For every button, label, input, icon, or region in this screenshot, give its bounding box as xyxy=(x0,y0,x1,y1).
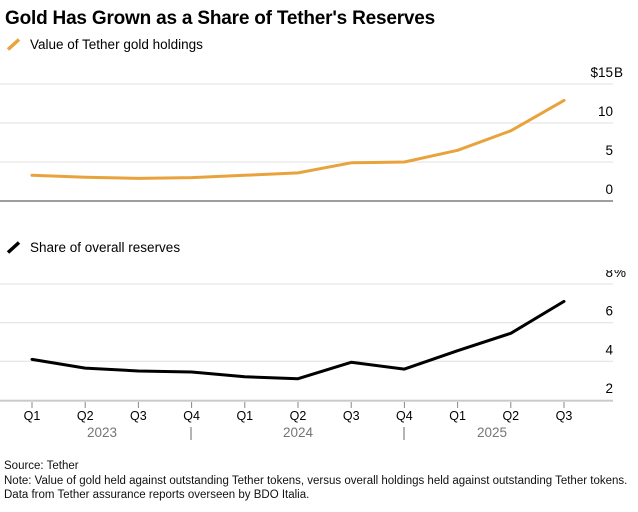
source-text: Source: Tether xyxy=(4,460,79,472)
year-separator: | xyxy=(189,425,193,440)
x-tick-label: Q4 xyxy=(396,409,413,423)
y-axis-label: 5 xyxy=(605,143,613,158)
x-tick-label: Q3 xyxy=(343,409,360,423)
legend-reserve-share-label: Share of overall reserves xyxy=(30,239,181,255)
x-tick-label: Q4 xyxy=(183,409,200,423)
year-label: 2024 xyxy=(283,425,314,440)
y-axis-unit: B xyxy=(614,65,623,80)
y-axis-unit: % xyxy=(614,270,626,280)
legend-reserve-share: Share of overall reserves xyxy=(5,239,180,255)
black-slash-icon xyxy=(6,240,21,254)
x-tick-label: Q2 xyxy=(77,409,94,423)
y-axis-label: 0 xyxy=(605,182,613,197)
year-label: 2023 xyxy=(87,425,117,440)
y-axis-label: 4 xyxy=(605,342,613,357)
y-axis-label: 10 xyxy=(598,104,613,119)
y-axis-label: 2 xyxy=(605,381,613,396)
reserve-share-line xyxy=(30,299,566,381)
chart-footer: Source: Tether Note: Value of gold held … xyxy=(4,459,635,503)
chart-title: Gold Has Grown as a Share of Tether's Re… xyxy=(5,8,436,29)
y-axis-label: 8 xyxy=(605,270,613,280)
x-tick-label: Q1 xyxy=(24,409,41,423)
note-text: Note: Value of gold held against outstan… xyxy=(4,474,628,502)
x-tick-label: Q2 xyxy=(290,409,307,423)
year-separator: | xyxy=(402,425,406,440)
gold-slash-icon xyxy=(6,37,21,51)
year-label: 2025 xyxy=(477,425,507,440)
x-tick-label: Q2 xyxy=(502,409,519,423)
y-axis-label: 6 xyxy=(605,304,613,319)
legend-gold-holdings: Value of Tether gold holdings xyxy=(5,36,203,52)
gold-holdings-chart: 0 5 10 $15 B xyxy=(0,65,623,202)
x-tick-label: Q1 xyxy=(236,409,253,423)
x-tick-label: Q3 xyxy=(556,409,573,423)
reserve-share-chart: 2 4 6 8 % Q1 Q2 Q3 Q4 Q1 Q2 Q3 Q4 Q1 Q2 Q3 2023 | 2024 | 202… xyxy=(0,270,626,440)
gold-holdings-line xyxy=(30,98,566,180)
x-tick-label: Q3 xyxy=(130,409,147,423)
x-tick-label: Q1 xyxy=(449,409,466,423)
legend-gold-holdings-label: Value of Tether gold holdings xyxy=(30,36,203,52)
y-axis-label: $15 xyxy=(590,65,613,80)
